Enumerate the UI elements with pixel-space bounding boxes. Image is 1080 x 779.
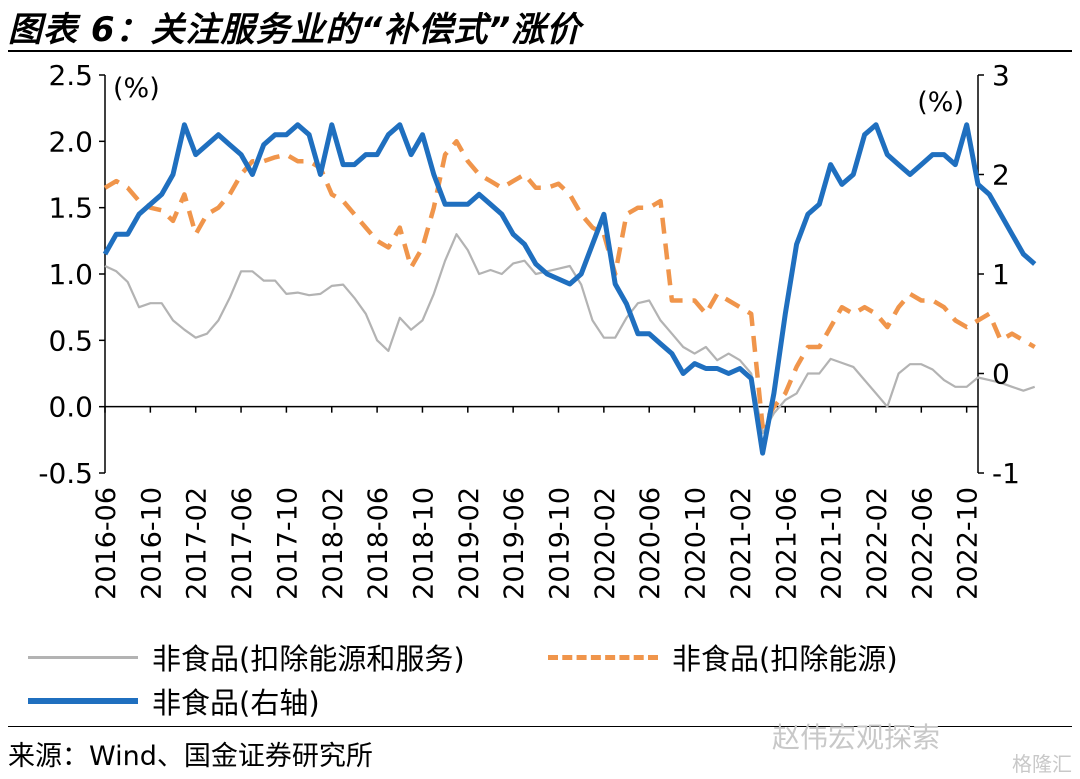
left-tick-label: 0.0 (48, 391, 93, 424)
x-tick-label: 2018-10 (408, 487, 439, 600)
x-tick-label: 2021-02 (726, 487, 757, 600)
x-tick-label: 2016-06 (91, 487, 122, 600)
left-tick-label: 0.5 (48, 324, 93, 357)
left-tick-label: -0.5 (38, 457, 93, 490)
x-tick-label: 2020-02 (590, 487, 621, 600)
watermark-logo: 格隆汇 (1012, 752, 1072, 776)
left-tick-label: 2.0 (48, 125, 93, 158)
right-tick-label: -1 (992, 457, 1020, 490)
x-tick-label: 2019-02 (454, 487, 485, 600)
x-tick-label: 2021-10 (817, 487, 848, 600)
left-tick-label: 1.0 (48, 258, 93, 291)
x-tick-label: 2022-10 (953, 487, 984, 600)
x-tick-label: 2020-06 (635, 487, 666, 600)
x-tick-label: 2022-02 (862, 487, 893, 600)
watermark: 赵伟宏观探索 (771, 721, 940, 754)
title-divider (8, 50, 1072, 52)
chart-axes (99, 74, 984, 474)
chart-labels: 2.5 2.0 1.5 1.0 0.5 0.0 -0.5 3 2 1 0 -1 (%) (%) 2016-0… (38, 59, 1020, 600)
right-tick-label: 0 (992, 358, 1010, 391)
x-tick-label: 2016-10 (136, 487, 167, 600)
x-tick-label: 2017-02 (182, 487, 213, 600)
x-tick-label: 2019-06 (499, 487, 530, 600)
chart-series (102, 122, 1037, 456)
left-tick-label: 1.5 (48, 192, 93, 225)
right-axis-unit: (%) (917, 87, 964, 118)
x-tick-label: 2019-10 (545, 487, 576, 600)
x-tick-label: 2022-06 (907, 487, 938, 600)
chart-title: 图表 6：关注服务业的“补偿式”涨价 (8, 10, 582, 50)
right-tick-label: 3 (992, 59, 1010, 92)
right-tick-label: 2 (992, 159, 1010, 192)
x-tick-label: 2018-02 (318, 487, 349, 600)
right-tick-label: 1 (992, 258, 1010, 291)
x-tick-label: 2017-10 (272, 487, 303, 600)
series-line-0 (104, 233, 1036, 435)
x-tick-label: 2021-06 (771, 487, 802, 600)
left-axis-unit: (%) (113, 73, 160, 104)
series-line-2 (102, 122, 1037, 456)
x-tick-label: 2020-10 (681, 487, 712, 600)
source-note: 来源：Wind、国金证券研究所 (8, 741, 373, 772)
x-tick-label: 2018-06 (363, 487, 394, 600)
x-tick-label: 2017-06 (227, 487, 258, 600)
left-tick-label: 2.5 (48, 59, 93, 92)
source-divider (8, 726, 1072, 727)
